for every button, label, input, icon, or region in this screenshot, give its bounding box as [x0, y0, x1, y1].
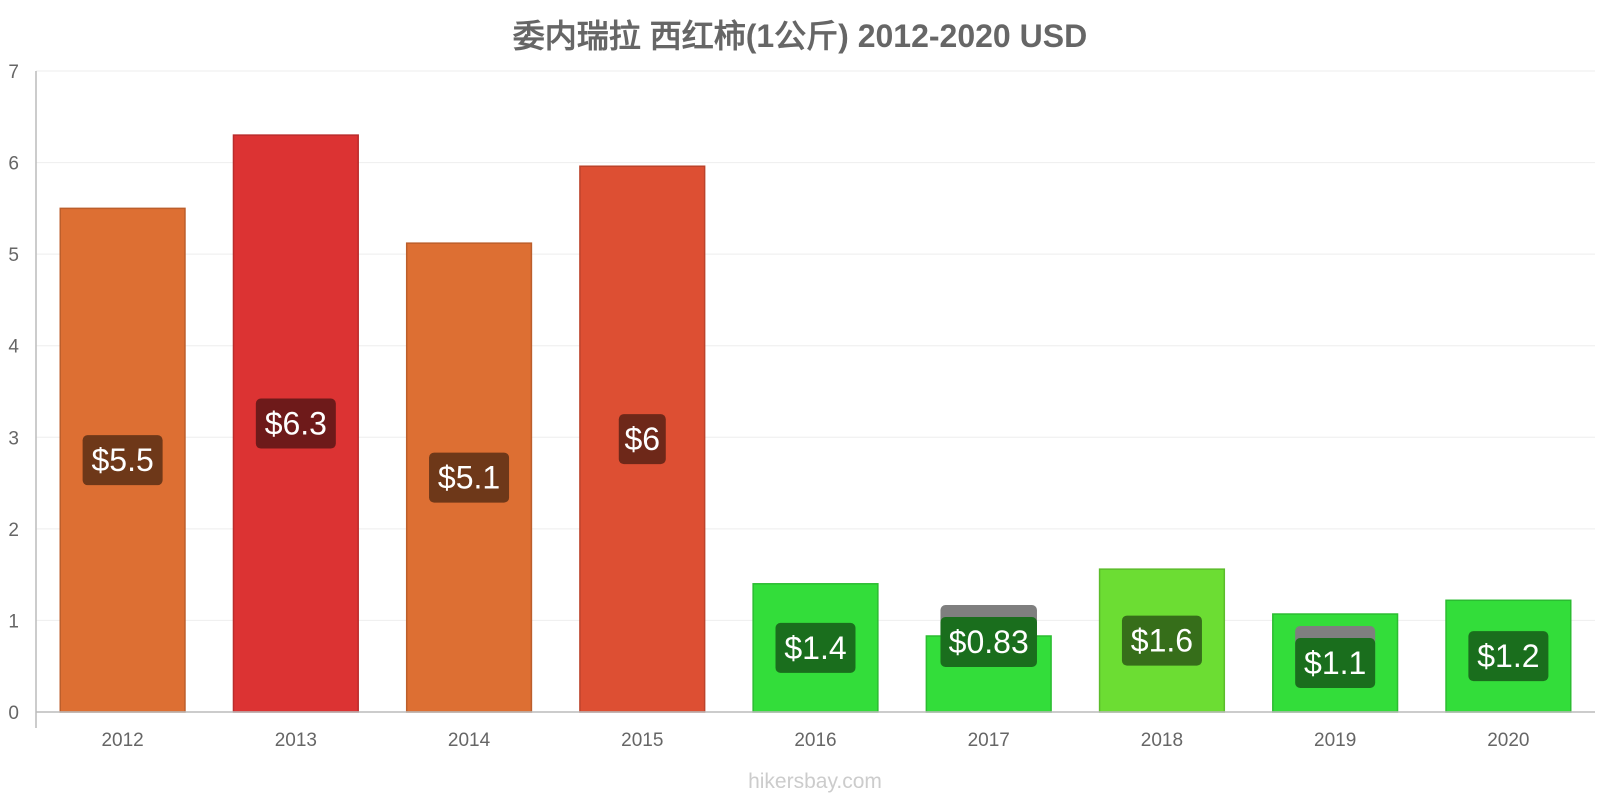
data-label-text: $1.2	[1477, 638, 1539, 674]
y-tick-label: 5	[8, 245, 19, 266]
y-tick-label: 0	[8, 703, 19, 724]
y-tick-label: 3	[8, 428, 19, 449]
data-label-text: $0.83	[949, 624, 1029, 660]
y-tick-label: 6	[8, 154, 19, 175]
y-tick-label: 7	[8, 62, 19, 83]
x-tick-label: 2018	[1141, 730, 1183, 751]
data-label-text: $1.4	[784, 630, 846, 666]
x-tick-label: 2012	[101, 730, 143, 751]
data-label-box	[775, 622, 856, 673]
data-label-box	[940, 617, 1037, 667]
data-label-text: $5.5	[91, 442, 153, 478]
data-label-box	[1295, 638, 1376, 689]
data-label-2016: $1.4	[775, 622, 856, 673]
x-tick-label: 2019	[1314, 730, 1356, 751]
x-tick-label: 2020	[1487, 730, 1529, 751]
data-label-box	[255, 398, 336, 449]
data-label-text: $1.1	[1304, 645, 1366, 681]
x-tick-label: 2017	[968, 730, 1010, 751]
data-label-box	[1121, 615, 1202, 666]
data-label-box	[618, 414, 666, 465]
data-label-2019: $1.1	[1295, 626, 1376, 689]
data-label-box	[82, 435, 163, 486]
data-labels: $5.5 $6.3 $5.1 $6 $1.4 $0.83 $1.6 $1.1 $1.2	[82, 398, 1549, 689]
data-label-2014: $5.1	[429, 452, 510, 503]
x-tick-label: 2016	[794, 730, 836, 751]
data-label-2013: $6.3	[255, 398, 336, 449]
data-label-2017: $0.83	[940, 605, 1037, 667]
data-label-2015: $6	[618, 414, 666, 465]
x-tick-label: 2014	[448, 730, 491, 751]
data-label-text: $6	[624, 421, 660, 457]
y-tick-label: 2	[8, 520, 19, 541]
axes: 0 1 2 3 4 5 6 7 2012 2013 2014 2015 2016 2017 2018 2019…	[8, 62, 1595, 751]
data-label-2012: $5.5	[82, 435, 163, 486]
data-label-2018: $1.6	[1121, 615, 1202, 666]
x-tick-label: 2015	[621, 730, 663, 751]
data-label-text: $5.1	[438, 460, 500, 496]
y-tick-label: 1	[8, 611, 19, 632]
data-label-2020: $1.2	[1468, 631, 1549, 682]
watermark: hikersbay.com	[748, 770, 882, 793]
y-tick-label: 4	[8, 337, 19, 358]
data-label-box	[429, 452, 510, 503]
chart-title: 委内瑞拉 西红柿(1公斤) 2012-2020 USD	[513, 18, 1087, 54]
x-tick-label: 2013	[275, 730, 317, 751]
data-label-text: $6.3	[265, 406, 327, 442]
data-label-text: $1.6	[1131, 623, 1193, 659]
data-label-box	[1468, 631, 1549, 682]
